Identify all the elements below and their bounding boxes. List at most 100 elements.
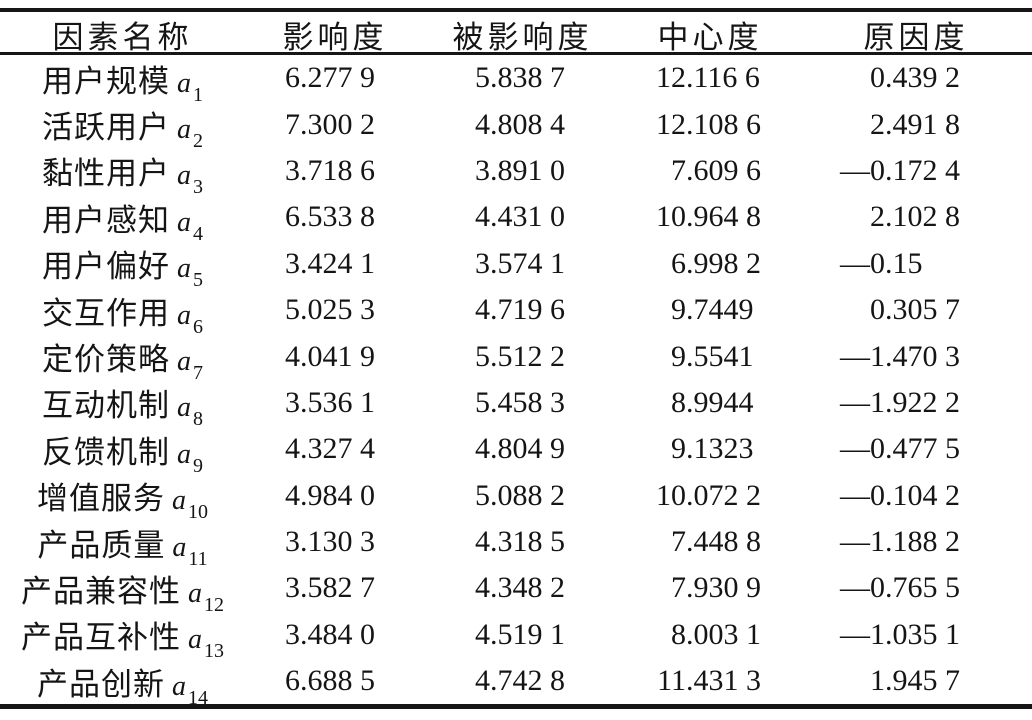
factor-name: 产品创新 a 14	[37, 666, 208, 709]
influence-degree-value: 4.041 9	[285, 339, 375, 373]
influence-degree-value: 3.582 7	[285, 571, 375, 605]
centrality-degree-value: 8.9944	[671, 385, 754, 419]
factor-name: 用户偏好 a 5	[42, 249, 203, 292]
influence-degree-value: 5.025 3	[285, 293, 375, 327]
influenced-degree-value: 4.808 4	[475, 107, 565, 141]
table-top-rule	[0, 8, 1032, 12]
centrality-degree-value: 9.5541	[671, 339, 754, 373]
factor-symbol: a	[177, 114, 191, 146]
cause-degree-value: —0.104 2	[840, 478, 960, 512]
influence-degree-value: 3.424 1	[285, 246, 375, 280]
col-header-influence-degree: 影响度	[282, 20, 388, 55]
table-header-row: 因素名称 影响度 被影响度 中心度 原因度	[0, 12, 1032, 55]
influence-degree-value: 4.984 0	[285, 478, 375, 512]
factor-name: 增值服务 a 10	[37, 481, 208, 524]
centrality-degree-value: 12.108 6	[656, 107, 761, 141]
factor-subscript: 4	[193, 222, 203, 245]
table-row: 交互作用 a 6 5.025 3 4.719 6 9.7449 0.305 7	[0, 287, 1032, 337]
factor-subscript: 3	[193, 176, 203, 199]
influenced-degree-value: 4.348 2	[475, 571, 565, 605]
table-row: 用户感知 a 4 6.533 8 4.431 0 10.964 8 2.102 8	[0, 194, 1032, 245]
cause-degree-value: 0.439 2	[870, 61, 960, 95]
factor-symbol: a	[172, 670, 186, 702]
table-row: 反馈机制 a 9 4.327 4 4.804 9 9.1323 —0.477 5	[0, 426, 1032, 477]
influenced-degree-value: 5.838 7	[475, 61, 565, 95]
centrality-degree-value: 8.003 1	[671, 617, 761, 651]
influenced-degree-value: 5.512 2	[475, 339, 565, 373]
cause-degree-value: —0.477 5	[840, 432, 960, 466]
influence-degree-value: 4.327 4	[285, 432, 375, 466]
table-row: 产品互补性 a 13 3.484 0 4.519 1 8.003 1 —1.035 1	[0, 612, 1032, 663]
factor-analysis-table: 因素名称 影响度 被影响度 中心度 原因度 用户规模 a 1 6.277 9 5.838…	[0, 8, 1032, 710]
factor-subscript: 7	[193, 362, 203, 385]
factor-symbol: a	[172, 531, 187, 563]
table-row: 互动机制 a 8 3.536 1 5.458 3 8.9944 —1.922 2	[0, 380, 1032, 431]
factor-name: 产品兼容性 a 12	[21, 573, 224, 616]
factor-subscript: 14	[188, 686, 208, 709]
table-row: 活跃用户 a 2 7.300 2 4.808 4 12.108 6 2.491 8	[0, 101, 1032, 153]
factor-subscript: 5	[193, 269, 203, 292]
factor-subscript: 11	[188, 547, 208, 570]
factor-symbol: a	[172, 485, 186, 517]
factor-symbol: a	[177, 299, 191, 331]
influence-degree-value: 6.277 9	[285, 61, 375, 95]
cause-degree-value: 1.945 7	[870, 664, 960, 698]
table-row: 增值服务 a 10 4.984 0 5.088 2 10.072 2 —0.104 2	[0, 473, 1032, 524]
factor-subscript: 2	[193, 130, 203, 153]
factor-subscript: 1	[193, 83, 203, 106]
influenced-degree-value: 5.458 3	[475, 385, 565, 419]
factor-symbol: a	[177, 438, 191, 470]
factor-symbol: a	[188, 577, 202, 609]
factor-name: 活跃用户 a 2	[42, 110, 203, 153]
factor-name: 用户规模 a 1	[42, 63, 203, 106]
factor-symbol: a	[177, 160, 191, 192]
table-row: 产品兼容性 a 12 3.582 7 4.348 2 7.930 9 —0.765 5	[0, 565, 1032, 616]
factor-name: 产品质量 a 11	[37, 527, 208, 570]
centrality-degree-value: 10.072 2	[656, 478, 761, 512]
centrality-degree-value: 9.1323	[671, 432, 754, 466]
table-row: 产品质量 a 11 3.130 3 4.318 5 7.448 8 —1.188 2	[0, 519, 1032, 570]
influence-degree-value: 7.300 2	[285, 107, 375, 141]
cause-degree-value: —1.922 2	[840, 385, 960, 419]
cause-degree-value: —0.172 4	[840, 153, 960, 187]
factor-subscript: 9	[193, 454, 203, 477]
centrality-degree-value: 10.964 8	[656, 200, 761, 234]
cause-degree-value: —0.765 5	[840, 571, 960, 605]
factor-symbol: a	[188, 624, 202, 656]
cause-degree-value: —1.035 1	[840, 617, 960, 651]
factor-subscript: 12	[204, 593, 224, 616]
table-header-rule	[0, 52, 1032, 55]
influenced-degree-value: 4.318 5	[475, 525, 565, 559]
factor-name: 反馈机制 a 9	[42, 434, 203, 477]
table-row: 黏性用户 a 3 3.718 6 3.891 0 7.609 6 —0.172 4	[0, 148, 1032, 199]
centrality-degree-value: 11.431 3	[657, 664, 761, 698]
influenced-degree-value: 3.574 1	[475, 246, 565, 280]
col-header-factor-name: 因素名称	[52, 20, 193, 55]
factor-symbol: a	[177, 67, 191, 99]
table-row: 定价策略 a 7 4.041 9 5.512 2 9.5541 —1.470 3	[0, 333, 1032, 384]
factor-name: 黏性用户 a 3	[42, 156, 203, 199]
factor-name: 互动机制 a 8	[42, 388, 203, 431]
factor-symbol: a	[177, 253, 191, 285]
influenced-degree-value: 5.088 2	[475, 478, 565, 512]
influenced-degree-value: 4.719 6	[475, 293, 565, 327]
influence-degree-value: 6.533 8	[285, 200, 375, 234]
table-row: 产品创新 a 14 6.688 5 4.742 8 11.431 3 1.945 7	[0, 658, 1032, 709]
influenced-degree-value: 4.804 9	[475, 432, 565, 466]
table-body: 用户规模 a 1 6.277 9 5.838 7 12.116 6 0.439 2 活跃用户 a…	[0, 55, 1032, 709]
col-header-influenced-degree: 被影响度	[452, 20, 593, 55]
centrality-degree-value: 9.7449	[671, 293, 754, 327]
centrality-degree-value: 7.448 8	[671, 525, 761, 559]
influenced-degree-value: 3.891 0	[475, 153, 565, 187]
factor-name: 用户感知 a 4	[42, 202, 203, 245]
table-row: 用户偏好 a 5 3.424 1 3.574 1 6.998 2 —0.15	[0, 241, 1032, 292]
centrality-degree-value: 6.998 2	[671, 246, 761, 280]
table-row: 用户规模 a 1 6.277 9 5.838 7 12.116 6 0.439 2	[0, 55, 1032, 106]
factor-name: 产品互补性 a 13	[21, 620, 224, 663]
cause-degree-value: —0.15	[840, 246, 923, 280]
influenced-degree-value: 4.742 8	[475, 664, 565, 698]
factor-subscript: 6	[193, 315, 203, 338]
influence-degree-value: 3.718 6	[285, 153, 375, 187]
influenced-degree-value: 4.519 1	[475, 617, 565, 651]
col-header-centrality-degree: 中心度	[657, 20, 763, 55]
